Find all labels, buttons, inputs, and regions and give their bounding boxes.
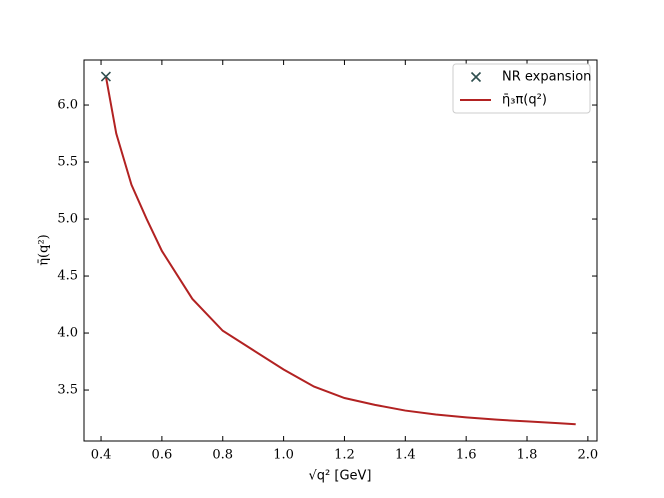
x-tick-label: 0.4	[91, 448, 112, 463]
legend-label: η̄₃π(q²)	[502, 93, 547, 108]
y-axis-label: η̄(q²)	[37, 234, 52, 265]
line-series	[104, 76, 576, 426]
x-tick-label: 1.6	[456, 448, 477, 463]
x-axis-label: √q² [GeV]	[309, 469, 372, 484]
x-tick-label: 0.8	[212, 448, 233, 463]
y-tick-label: 6.0	[57, 98, 78, 113]
x-tick-label: 1.0	[273, 448, 294, 463]
legend-label: NR expansion	[502, 70, 591, 85]
scatter-point	[100, 71, 111, 82]
x-tick-label: 0.6	[152, 448, 173, 463]
y-tick-label: 4.5	[57, 269, 78, 284]
x-tick-label: 1.2	[334, 448, 355, 463]
legend-marker	[470, 71, 482, 83]
x-tick-label: 1.4	[395, 448, 416, 463]
x-tick-label: 1.8	[517, 448, 538, 463]
y-tick-label: 5.0	[57, 212, 78, 227]
x-marker-stroke	[470, 71, 482, 83]
plot-frame	[83, 59, 598, 442]
x-marker-stroke	[100, 71, 111, 82]
x-tick-label: 2.0	[578, 448, 599, 463]
y-tick-label: 4.0	[57, 326, 78, 341]
y-tick-label: 5.5	[57, 155, 78, 170]
y-tick-label: 3.5	[57, 383, 78, 398]
